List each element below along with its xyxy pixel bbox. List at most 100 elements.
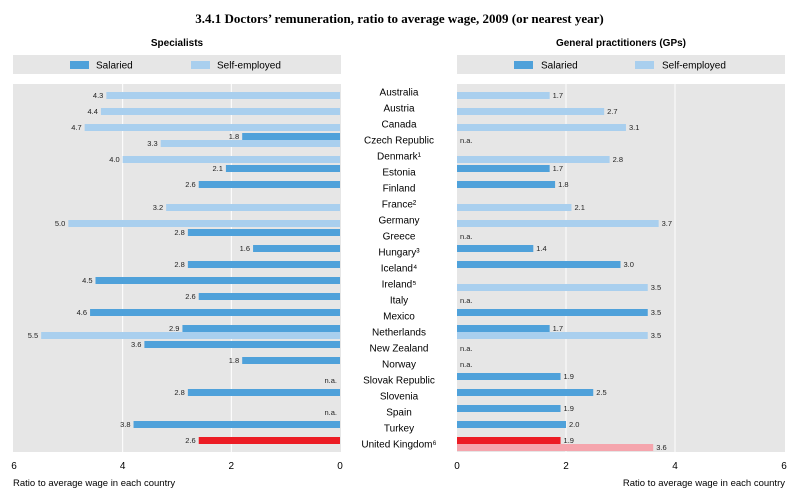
specialists-salaried-value-label-italy: 2.6 <box>185 292 195 301</box>
gps-salaried-bar-estonia <box>457 165 550 172</box>
gps-self-employed-bar-netherlands <box>457 332 648 339</box>
specialists-self-employed-value-label-czech-republic: 3.3 <box>147 139 157 148</box>
specialists-salaried-value-label-iceland: 2.8 <box>174 260 184 269</box>
specialists-legend-background <box>13 55 341 74</box>
gps-self-employed-bar-denmark <box>457 156 610 163</box>
category-label-mexico: Mexico <box>383 312 415 323</box>
gps-self-employed-value-label-netherlands: 3.5 <box>651 331 661 340</box>
specialists-self-employed-bar-denmark <box>122 156 341 163</box>
specialists-self-employed-value-label-germany: 5.0 <box>55 219 65 228</box>
specialists-salaried-bar-hungary <box>253 245 340 252</box>
specialists-salaried-bar-italy <box>198 293 340 300</box>
category-label-norway: Norway <box>382 360 416 371</box>
gps-salaried-value-label-hungary: 1.4 <box>536 244 546 253</box>
specialists-legend: Salaried Self-employed <box>13 55 341 74</box>
specialists-tick-label-0: 0 <box>337 461 343 472</box>
specialists-self-employed-bar-canada <box>84 124 340 131</box>
specialists-na-label-spain: n.a. <box>324 408 337 417</box>
category-label-france: France² <box>382 200 417 211</box>
category-label-austria: Austria <box>383 104 415 115</box>
gps-x-axis-label: Ratio to average wage in each country <box>623 478 785 489</box>
gps-self-employed-value-label-france: 2.1 <box>574 203 584 212</box>
category-label-iceland: Iceland⁴ <box>381 264 418 275</box>
category-label-united-kingdom: United Kingdom⁶ <box>361 440 436 451</box>
gps-salaried-bar-turkey <box>457 421 566 428</box>
specialists-self-employed-value-label-austria: 4.4 <box>87 107 97 116</box>
gps-tick-label-0: 0 <box>454 461 460 472</box>
specialists-salaried-value-label-ireland: 4.5 <box>82 276 92 285</box>
specialists-salaried-value-label-finland: 2.6 <box>185 180 195 189</box>
category-label-denmark: Denmark¹ <box>377 152 422 163</box>
specialists-self-employed-value-label-australia: 4.3 <box>93 91 103 100</box>
specialists-self-employed-value-label-denmark: 4.0 <box>109 155 119 164</box>
specialists-salaried-bar-new-zealand <box>144 341 340 348</box>
gps-self-employed-value-label-denmark: 2.8 <box>613 155 623 164</box>
specialists-panel-title: Specialists <box>151 38 204 49</box>
category-label-estonia: Estonia <box>382 168 416 179</box>
category-label-spain: Spain <box>386 408 412 419</box>
gps-tick-label-4: 4 <box>672 461 678 472</box>
category-label-czech-republic: Czech Republic <box>364 136 434 147</box>
specialists-self-employed-value-label-france: 3.2 <box>153 203 163 212</box>
gps-salaried-bar-iceland <box>457 261 621 268</box>
gps-salaried-bar-spain <box>457 405 561 412</box>
gps-salaried-bar-slovenia <box>457 389 594 396</box>
gps-legend-background <box>457 55 785 74</box>
category-label-germany: Germany <box>378 216 419 227</box>
specialists-na-label-slovak-republic: n.a. <box>324 376 337 385</box>
category-label-canada: Canada <box>381 120 416 131</box>
gps-legend-swatch-salaried <box>514 61 533 69</box>
specialists-salaried-bar-united-kingdom <box>198 437 340 444</box>
gps-salaried-value-label-united-kingdom: 1.9 <box>564 436 574 445</box>
specialists-self-employed-bar-france <box>166 204 340 211</box>
specialists-salaried-value-label-czech-republic: 1.8 <box>229 132 239 141</box>
category-label-italy: Italy <box>390 296 408 307</box>
gps-salaried-bar-united-kingdom <box>457 437 561 444</box>
gps-self-employed-bar-australia <box>457 92 550 99</box>
category-label-slovak-republic: Slovak Republic <box>363 376 435 387</box>
specialists-salaried-value-label-slovenia: 2.8 <box>174 388 184 397</box>
gps-legend-label-salaried: Salaried <box>541 61 578 72</box>
category-label-finland: Finland <box>383 184 416 195</box>
specialists-legend-swatch-self-employed <box>191 61 210 69</box>
specialists-salaried-bar-slovenia <box>187 389 340 396</box>
specialists-self-employed-value-label-netherlands: 5.5 <box>28 331 38 340</box>
gps-legend-label-self-employed: Self-employed <box>662 61 726 72</box>
gps-na-label-norway: n.a. <box>460 360 473 369</box>
specialists-salaried-value-label-mexico: 4.6 <box>77 308 87 317</box>
specialists-salaried-bar-turkey <box>133 421 340 428</box>
specialists-self-employed-value-label-canada: 4.7 <box>71 123 81 132</box>
category-label-turkey: Turkey <box>384 424 414 435</box>
specialists-x-axis-label: Ratio to average wage in each country <box>13 478 175 489</box>
gps-self-employed-bar-ireland <box>457 284 648 291</box>
specialists-legend-label-self-employed: Self-employed <box>217 61 281 72</box>
gps-salaried-value-label-turkey: 2.0 <box>569 420 579 429</box>
specialists-salaried-bar-estonia <box>225 165 340 172</box>
specialists-salaried-value-label-united-kingdom: 2.6 <box>185 436 195 445</box>
gps-self-employed-bar-france <box>457 204 572 211</box>
specialists-salaried-value-label-netherlands: 2.9 <box>169 324 179 333</box>
gps-legend: Salaried Self-employed <box>457 55 785 74</box>
gps-self-employed-bar-germany <box>457 220 659 227</box>
gps-tick-label-6: 6 <box>781 461 787 472</box>
specialists-tick-label-2: 2 <box>229 461 235 472</box>
specialists-salaried-value-label-estonia: 2.1 <box>212 164 222 173</box>
gps-na-label-italy: n.a. <box>460 296 473 305</box>
specialists-salaried-value-label-hungary: 1.6 <box>240 244 250 253</box>
specialists-legend-label-salaried: Salaried <box>96 61 133 72</box>
specialists-salaried-bar-iceland <box>187 261 340 268</box>
gps-tick-label-2: 2 <box>563 461 569 472</box>
gps-na-label-czech-republic: n.a. <box>460 136 473 145</box>
specialists-tick-label-4: 4 <box>120 461 126 472</box>
gps-salaried-bar-slovak-republic <box>457 373 561 380</box>
gps-salaried-value-label-estonia: 1.7 <box>553 164 563 173</box>
gps-self-employed-value-label-germany: 3.7 <box>662 219 672 228</box>
specialists-salaried-bar-netherlands <box>182 325 340 332</box>
category-label-hungary: Hungary³ <box>378 248 420 259</box>
category-label-greece: Greece <box>383 232 416 243</box>
gps-self-employed-bar-austria <box>457 108 605 115</box>
specialists-tick-label-6: 6 <box>11 461 17 472</box>
gps-salaried-bar-netherlands <box>457 325 550 332</box>
gps-self-employed-value-label-australia: 1.7 <box>553 91 563 100</box>
